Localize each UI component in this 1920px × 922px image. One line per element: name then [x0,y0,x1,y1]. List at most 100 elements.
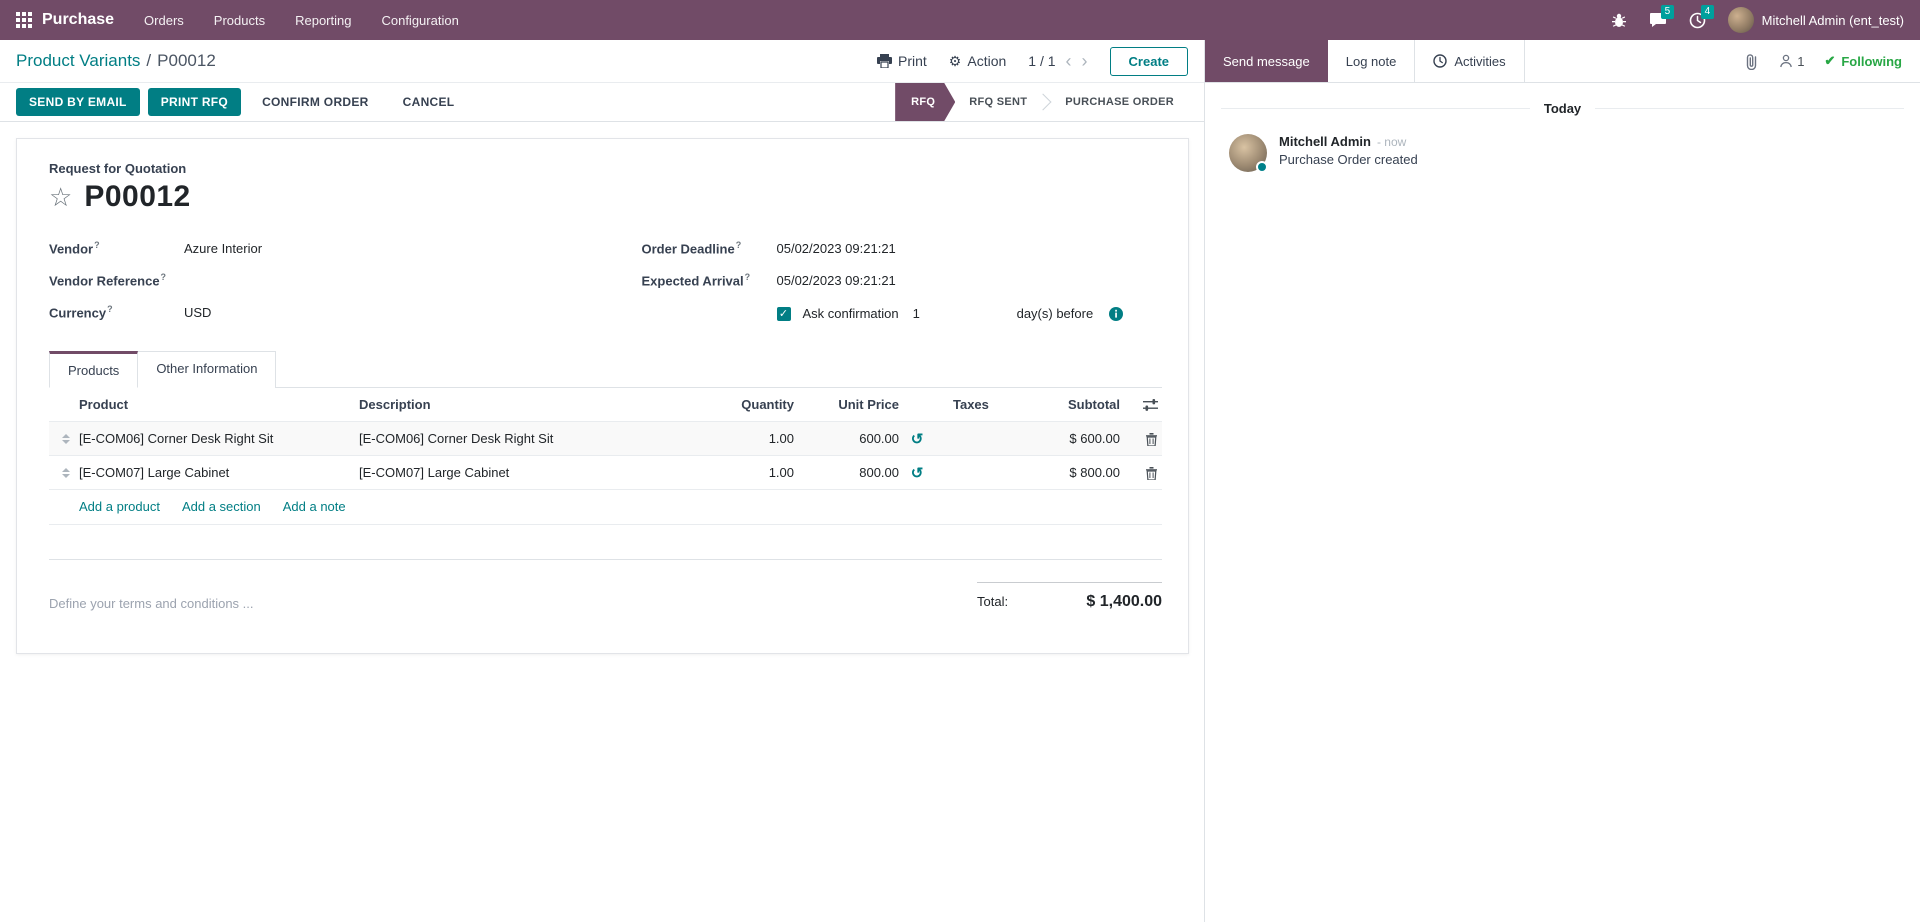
menu-products[interactable]: Products [213,12,266,28]
ask-confirmation-suffix: day(s) before [1016,306,1094,321]
cell-product[interactable]: [E-COM06] Corner Desk Right Sit [79,431,274,446]
document-name: P00012 [84,180,191,213]
breadcrumb-current: P00012 [157,51,216,70]
header-taxes[interactable]: Taxes [953,397,989,412]
pager-value: 1 / 1 [1028,53,1056,69]
gear-icon: ⚙ [948,53,962,69]
cancel-button[interactable]: CANCEL [390,88,468,116]
cell-quantity[interactable]: 1.00 [768,465,794,480]
debug-bug-icon[interactable] [1611,12,1627,28]
cell-unit-price[interactable]: 800.00 [859,465,899,480]
message-author[interactable]: Mitchell Admin [1279,134,1371,149]
menu-reporting[interactable]: Reporting [295,12,352,28]
drag-handle-icon[interactable] [62,433,70,444]
cell-product[interactable]: [E-COM07] Large Cabinet [79,465,230,480]
status-rfq-sent[interactable]: RFQ SENT [969,96,1028,108]
order-deadline-label: Order Deadline [641,241,735,257]
user-name: Mitchell Admin (ent_test) [1761,12,1904,28]
app-name[interactable]: Purchase [42,11,115,28]
vendor-label: Vendor [49,241,94,257]
currency-label: Currency [49,305,107,321]
optional-columns-icon[interactable] [1143,398,1158,411]
delete-row-icon[interactable] [1145,432,1158,446]
breadcrumb: Product Variants / P00012 [16,51,216,71]
expected-arrival-value[interactable]: 05/02/2023 09:21:21 [776,273,896,289]
pager-next-icon[interactable]: › [1081,51,1088,71]
action-button[interactable]: ⚙ Action [949,53,1006,69]
followers-button[interactable]: 1 [1779,54,1804,69]
info-icon[interactable] [1109,306,1124,321]
pager: 1 / 1 ‹ › [1028,52,1087,70]
attachment-paperclip-icon[interactable] [1744,53,1759,70]
field-ask-confirmation: ✓ Ask confirmation 1 day(s) before [642,306,1163,321]
delete-row-icon[interactable] [1145,466,1158,480]
send-message-button[interactable]: Send message [1205,40,1328,82]
help-icon: ? [735,240,742,250]
message-timestamp: - now [1376,135,1407,149]
cell-unit-price[interactable]: 600.00 [859,431,899,446]
date-divider: Today [1221,101,1905,116]
price-history-icon[interactable]: ↺ [910,464,924,482]
vendor-value[interactable]: Azure Interior [184,241,263,257]
header-unit-price[interactable]: Unit Price [838,397,899,412]
menu-configuration[interactable]: Configuration [381,12,459,28]
activities-button[interactable]: Activities [1414,40,1525,82]
help-icon: ? [744,272,751,282]
log-note-button[interactable]: Log note [1345,53,1397,69]
cell-description[interactable]: [E-COM07] Large Cabinet [359,465,510,480]
favorite-star-icon[interactable]: ☆ [49,182,73,212]
table-row[interactable]: [E-COM06] Corner Desk Right Sit [E-COM06… [49,422,1162,456]
send-by-email-button[interactable]: SEND BY EMAIL [16,88,140,116]
table-row[interactable]: [E-COM07] Large Cabinet [E-COM07] Large … [49,456,1162,490]
online-status-dot [1256,161,1268,173]
activities-clock-icon[interactable]: 4 [1689,4,1715,29]
status-pipeline: RFQ RFQ SENT PURCHASE ORDER [895,83,1188,121]
create-button[interactable]: Create [1109,46,1188,76]
status-rfq[interactable]: RFQ [895,83,955,121]
following-button[interactable]: ✔ Following [1824,53,1902,69]
tab-other-information[interactable]: Other Information [138,351,277,388]
activities-badge: 4 [1700,4,1715,19]
add-note-link[interactable]: Add a note [282,499,346,514]
action-label: Action [967,53,1007,69]
header-subtotal[interactable]: Subtotal [1068,397,1120,412]
total-label: Total: [977,594,1009,609]
breadcrumb-parent[interactable]: Product Variants [16,51,141,70]
price-history-icon[interactable]: ↺ [910,430,924,448]
header-quantity[interactable]: Quantity [741,397,794,412]
order-deadline-value[interactable]: 05/02/2023 09:21:21 [776,241,896,257]
table-header-row: Product Description Quantity Unit Price … [49,388,1162,422]
currency-value[interactable]: USD [184,305,212,321]
print-button[interactable]: Print [877,53,927,69]
add-section-link[interactable]: Add a section [181,499,261,514]
follower-person-icon [1780,54,1793,68]
apps-menu-icon[interactable] [16,12,32,28]
header-product[interactable]: Product [79,397,129,412]
terms-and-conditions-input[interactable]: Define your terms and conditions ... [49,596,254,611]
status-purchase-order[interactable]: PURCHASE ORDER [1065,96,1174,108]
print-label: Print [898,53,927,69]
ask-confirmation-checkbox[interactable]: ✓ [776,306,791,321]
user-menu[interactable]: Mitchell Admin (ent_test) [1727,7,1904,33]
totals-block: Total: $ 1,400.00 [977,582,1162,611]
pager-previous-icon[interactable]: ‹ [1065,51,1072,71]
confirm-order-button[interactable]: CONFIRM ORDER [249,88,382,116]
help-icon: ? [107,304,113,314]
fields-right-column: Order Deadline? 05/02/2023 09:21:21 Expe… [606,240,1163,322]
header-description[interactable]: Description [359,397,431,412]
menu-orders[interactable]: Orders [144,12,184,28]
ask-confirmation-value[interactable]: 1 [912,306,920,321]
cell-subtotal: $ 600.00 [1069,431,1120,446]
tab-products[interactable]: Products [49,351,139,388]
cell-quantity[interactable]: 1.00 [768,431,794,446]
chatter-thread: Today Mitchell Admin - now Purchase Orde… [1205,83,1920,186]
add-product-link[interactable]: Add a product [79,499,160,514]
drag-handle-icon[interactable] [62,467,70,478]
print-rfq-button[interactable]: PRINT RFQ [147,88,242,116]
date-divider-label: Today [1543,101,1582,116]
messages-icon[interactable]: 5 [1649,5,1675,28]
check-icon: ✔ [1824,53,1836,68]
field-currency: Currency? USD [49,304,606,322]
chatter-message[interactable]: Mitchell Admin - now Purchase Order crea… [1221,130,1904,176]
cell-description[interactable]: [E-COM06] Corner Desk Right Sit [359,431,554,446]
